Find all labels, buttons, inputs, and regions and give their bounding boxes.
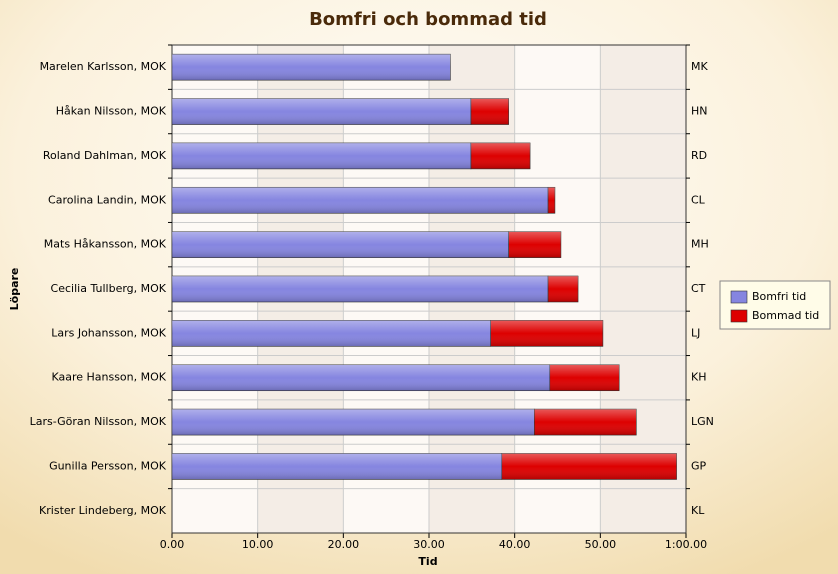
bar-shine	[548, 187, 555, 214]
bar-shine	[534, 409, 637, 436]
plot-band	[600, 45, 686, 533]
bar-shine	[172, 187, 549, 214]
y2-tick-label: KH	[691, 371, 707, 384]
x-tick-label: 1:00.00	[665, 538, 707, 551]
y-tick-label: Cecilia Tullberg, MOK	[51, 282, 167, 295]
legend-label: Bommad tid	[752, 309, 819, 322]
y-tick-label: Lars-Göran Nilsson, MOK	[30, 415, 167, 428]
y2-tick-label: KL	[691, 504, 705, 517]
y-tick-label: Krister Lindeberg, MOK	[39, 504, 167, 517]
bar-shine	[172, 142, 471, 169]
y2-tick-label: HN	[691, 105, 708, 118]
x-tick-label: 30.00	[413, 538, 445, 551]
bar-shine	[172, 453, 502, 480]
bar-shine	[172, 276, 549, 302]
x-tick-label: 20.00	[328, 538, 360, 551]
y2-tick-label: CT	[691, 282, 706, 295]
y-tick-label: Marelen Karlsson, MOK	[40, 60, 167, 73]
bar-shine	[172, 409, 535, 436]
legend-swatch	[730, 290, 748, 304]
bar-shine	[548, 276, 579, 302]
bar-shine	[490, 320, 603, 347]
y2-tick-label: RD	[691, 149, 707, 162]
y2-tick-label: LGN	[691, 415, 714, 428]
x-axis-label: Tid	[418, 555, 437, 568]
bar-shine	[470, 142, 531, 169]
legend-label: Bomfri tid	[752, 290, 806, 303]
bar-shine	[172, 231, 509, 258]
bar-shine	[508, 231, 561, 258]
x-tick-label: 10.00	[242, 538, 274, 551]
y-tick-label: Carolina Landin, MOK	[48, 193, 167, 206]
y-tick-label: Håkan Nilsson, MOK	[56, 105, 167, 118]
bar-shine	[172, 364, 550, 391]
bar-shine	[172, 320, 491, 347]
y-tick-label: Lars Johansson, MOK	[51, 326, 167, 339]
chart-title: Bomfri och bommad tid	[309, 9, 547, 30]
y2-tick-label: GP	[691, 459, 707, 472]
y-tick-label: Kaare Hansson, MOK	[51, 371, 166, 384]
y-tick-label: Mats Håkansson, MOK	[44, 238, 167, 251]
x-tick-label: 40.00	[499, 538, 531, 551]
x-tick-label: 0.00	[160, 538, 185, 551]
y-axis-label: Löpare	[8, 268, 21, 311]
bar-shine	[172, 98, 471, 125]
y2-tick-label: MK	[691, 60, 708, 73]
y2-tick-label: CL	[691, 193, 706, 206]
bar-shine	[501, 453, 677, 480]
y-tick-label: Roland Dahlman, MOK	[43, 149, 167, 162]
y2-tick-label: MH	[691, 238, 709, 251]
y-tick-label: Gunilla Persson, MOK	[49, 459, 167, 472]
x-tick-label: 50.00	[585, 538, 617, 551]
bar-shine	[172, 54, 451, 81]
bar-shine	[549, 364, 620, 391]
bar-shine	[470, 98, 509, 125]
y2-tick-label: LJ	[691, 326, 700, 339]
legend-swatch	[730, 309, 748, 323]
legend: Bomfri tid Bommad tid	[719, 280, 831, 330]
